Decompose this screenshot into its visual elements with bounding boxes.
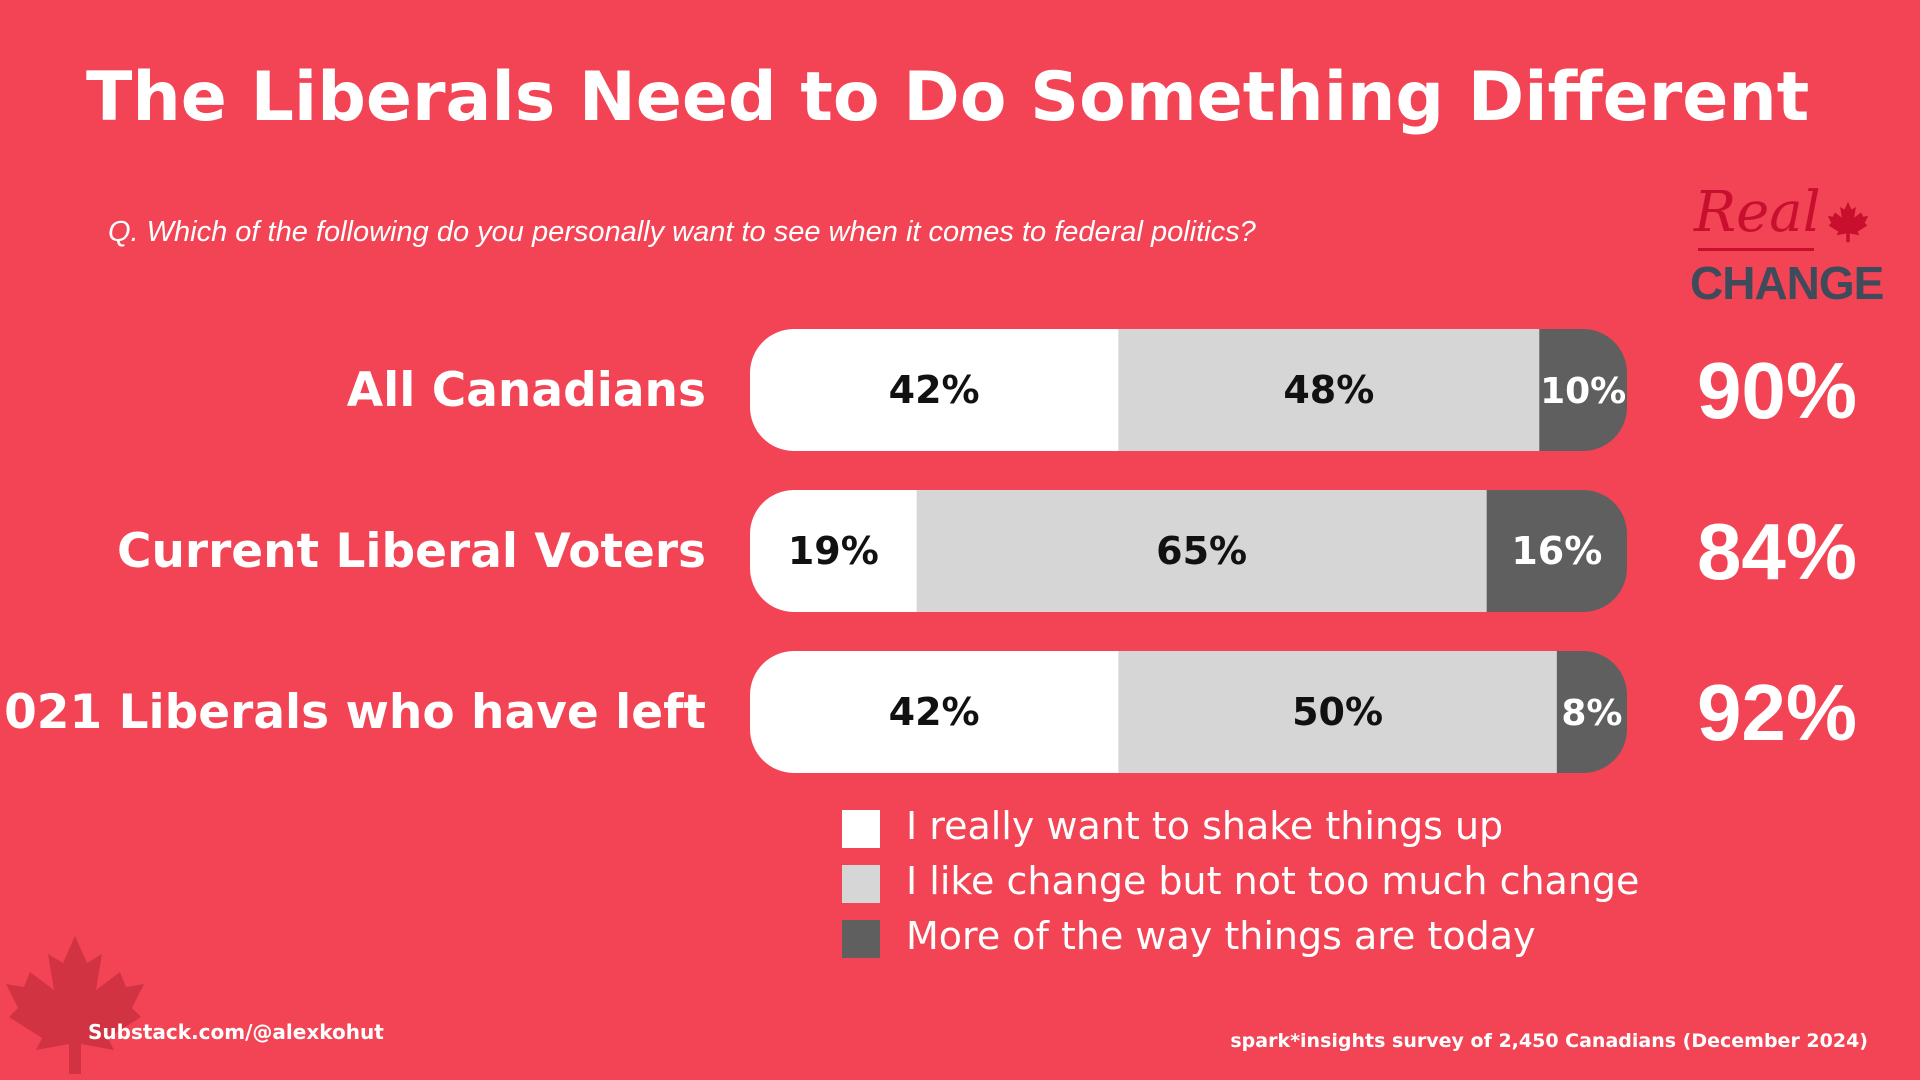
bar-row-2021-liberals-who-have-left: 2021 Liberals who have left 42% 50% 8% 92% <box>0 651 1857 773</box>
survey-question: Q. Which of the following do you persona… <box>108 216 1256 248</box>
data-label-status-quo: 8% <box>1561 693 1622 734</box>
maple-leaf-icon <box>1827 201 1869 243</box>
bar-2021-liberals-who-have-left <box>750 651 1627 773</box>
legend-label-status-quo: More of the way things are today <box>906 914 1536 958</box>
data-label-shake: 42% <box>889 690 980 734</box>
bar-segment-moderate <box>1118 329 1540 451</box>
logo-text-change: CHANGE <box>1690 257 1884 309</box>
legend-label-shake: I really want to shake things up <box>906 804 1504 848</box>
legend-swatch-status-quo <box>842 920 880 958</box>
bar-segment-moderate <box>1118 651 1558 773</box>
total-change-label: 90% <box>1697 346 1857 435</box>
bar-row-all-canadians: All Canadians 42% 48% 10% 90% <box>347 329 1857 451</box>
total-change-label: 84% <box>1697 507 1857 596</box>
chart-title: The Liberals Need to Do Something Differ… <box>86 58 1810 137</box>
bar-segment-status-quo <box>1486 490 1627 612</box>
bar-labels-current-liberal-voters: 19% 65% 16% <box>788 529 1602 573</box>
bar-all-canadians <box>750 329 1627 451</box>
bar-row-current-liberal-voters: Current Liberal Voters 19% 65% 16% 84% <box>117 490 1857 612</box>
bar-segment-status-quo <box>1556 651 1627 773</box>
footer-source-link: Substack.com/@alexkohut <box>88 1020 384 1044</box>
bar-current-liberal-voters <box>750 490 1627 612</box>
total-change-label: 92% <box>1697 668 1857 757</box>
data-label-status-quo: 10% <box>1540 371 1626 412</box>
legend-swatch-shake <box>842 810 880 848</box>
category-label-current-liberal-voters: Current Liberal Voters <box>117 524 706 579</box>
bar-labels-all-canadians: 42% 48% 10% <box>889 368 1627 412</box>
logo-text-real: Real <box>1694 180 1821 245</box>
maple-leaf-icon <box>6 936 144 1074</box>
legend-swatch-moderate <box>842 865 880 903</box>
bar-segment-shake <box>750 329 1119 451</box>
category-label-2021-liberals-who-have-left: 2021 Liberals who have left <box>0 685 706 740</box>
data-label-status-quo: 16% <box>1511 529 1602 573</box>
data-label-moderate: 48% <box>1283 368 1374 412</box>
category-label-all-canadians: All Canadians <box>347 363 706 418</box>
bar-segment-shake <box>750 651 1119 773</box>
real-change-logo: Real CHANGE <box>1684 180 1884 310</box>
footer-survey-note: spark*insights survey of 2,450 Canadians… <box>1230 1030 1868 1052</box>
data-label-shake: 19% <box>788 529 879 573</box>
data-label-moderate: 50% <box>1292 690 1383 734</box>
data-label-moderate: 65% <box>1156 529 1247 573</box>
data-label-shake: 42% <box>889 368 980 412</box>
bar-segment-shake <box>750 490 918 612</box>
logo-underline <box>1698 248 1814 251</box>
bar-segment-moderate <box>916 490 1488 612</box>
legend-label-moderate: I like change but not too much change <box>906 859 1640 903</box>
bar-labels-2021-liberals-who-have-left: 42% 50% 8% <box>889 690 1623 734</box>
bar-segment-status-quo <box>1539 329 1627 451</box>
